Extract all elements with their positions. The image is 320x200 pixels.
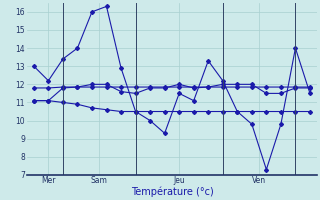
- X-axis label: Température (°c): Température (°c): [131, 187, 213, 197]
